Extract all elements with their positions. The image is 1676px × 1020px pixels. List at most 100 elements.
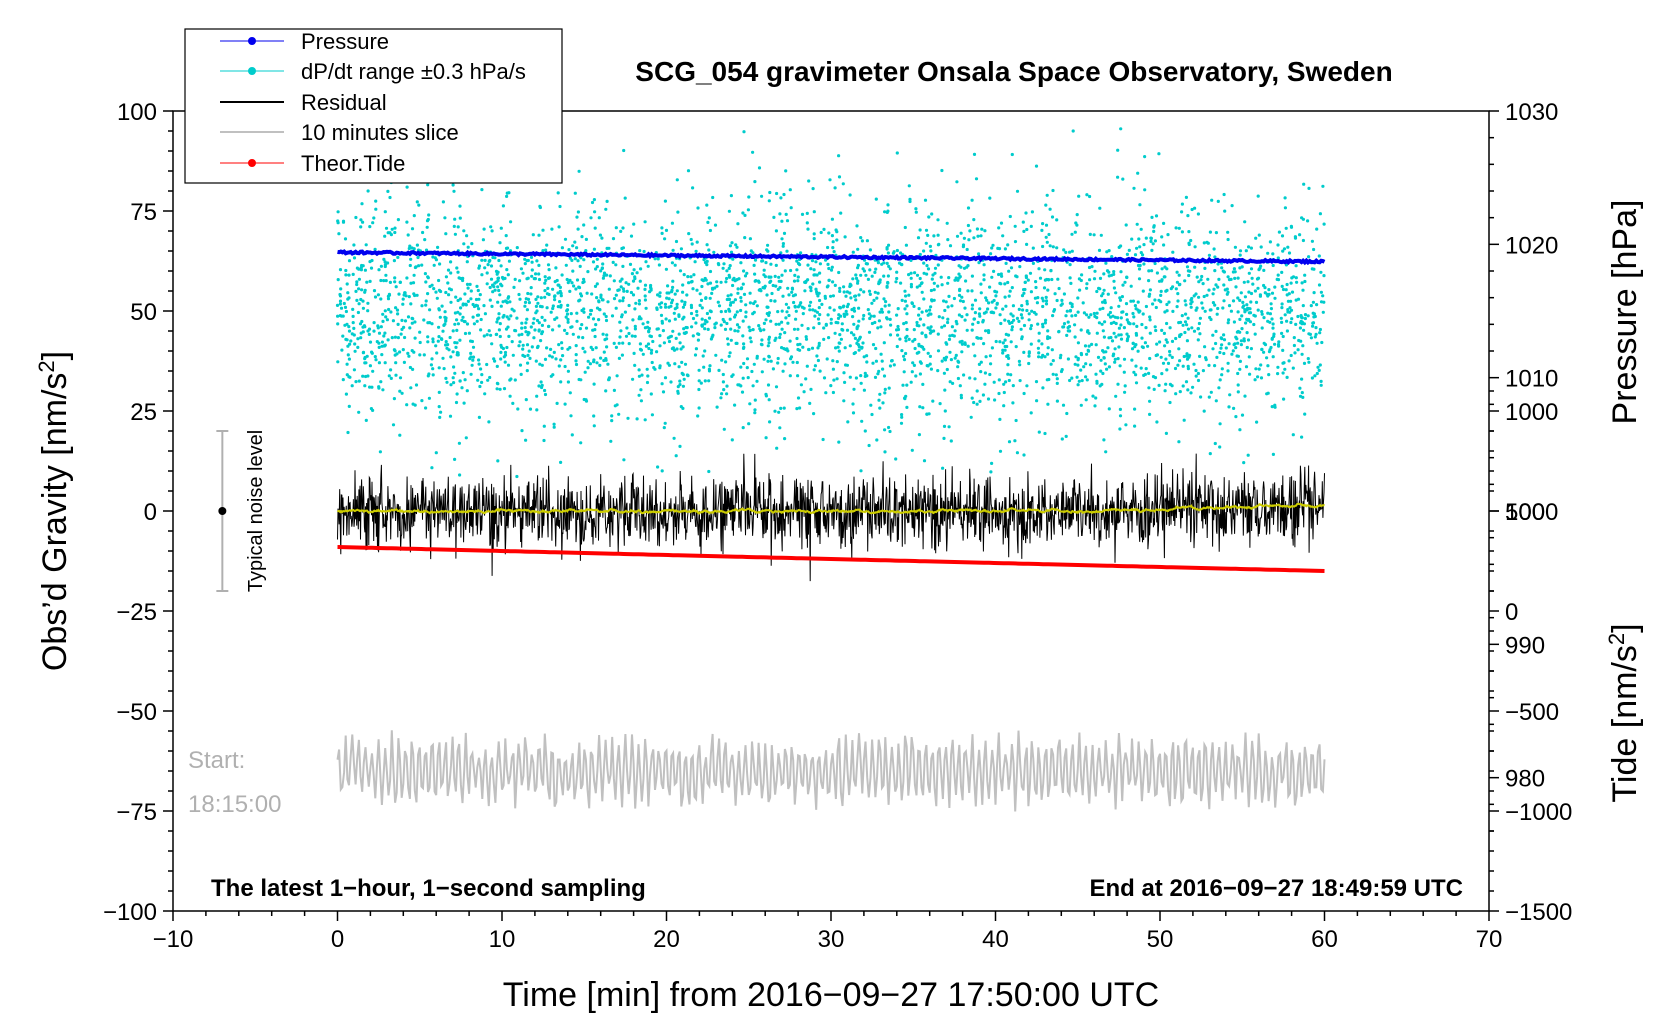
dpdt-point (1146, 344, 1150, 348)
dpdt-point (748, 237, 753, 241)
dpdt-point (1073, 335, 1077, 339)
dpdt-point (1006, 333, 1011, 337)
dpdt-point (998, 449, 1003, 453)
dpdt-point (1055, 399, 1059, 403)
dpdt-point (604, 314, 608, 319)
dpdt-point (926, 267, 931, 271)
dpdt-point (1043, 278, 1047, 282)
x-tick-label: 40 (982, 926, 1009, 953)
dpdt-point (1174, 392, 1178, 396)
dpdt-point (539, 380, 543, 384)
dpdt-point (1134, 307, 1138, 311)
dpdt-point (643, 294, 647, 298)
dpdt-point (915, 285, 919, 289)
dpdt-point (828, 178, 832, 182)
dpdt-point (1147, 279, 1151, 283)
dpdt-point (806, 327, 810, 331)
dpdt-point (1073, 323, 1077, 327)
dpdt-point (722, 320, 726, 324)
x-axis-ticks: −10 0 10 20 30 40 50 60 70 (153, 911, 1502, 953)
dpdt-point (1095, 311, 1099, 315)
dpdt-point (771, 367, 776, 371)
dpdt-point (1185, 323, 1189, 327)
dpdt-point (839, 337, 844, 341)
start-time: 18:15:00 (188, 791, 281, 818)
dpdt-point (1320, 340, 1324, 345)
dpdt-point (1212, 247, 1216, 251)
dpdt-point (514, 329, 518, 333)
dpdt-point (904, 351, 908, 356)
dpdt-point (806, 227, 810, 231)
dpdt-point (578, 298, 582, 302)
dpdt-point (786, 286, 790, 290)
dpdt-point (859, 273, 863, 277)
dpdt-point (861, 341, 865, 345)
dpdt-point (808, 308, 812, 312)
dpdt-point (777, 279, 781, 283)
dpdt-point (393, 226, 397, 230)
dpdt-point (1310, 239, 1314, 243)
dpdt-point (909, 282, 914, 287)
dpdt-point (1024, 274, 1028, 278)
dpdt-point (1253, 378, 1257, 382)
dpdt-point (964, 279, 968, 283)
dpdt-point (1009, 312, 1013, 316)
dpdt-point (928, 354, 933, 358)
dpdt-point (918, 360, 923, 364)
dpdt-point (615, 403, 619, 407)
dpdt-point (1093, 404, 1097, 408)
dpdt-point (655, 350, 659, 354)
dpdt-point (1075, 375, 1079, 379)
dpdt-point (368, 385, 372, 389)
dpdt-point (804, 377, 808, 381)
dpdt-point (922, 261, 926, 265)
dpdt-point (632, 268, 636, 272)
dpdt-point (592, 358, 596, 362)
dpdt-point (921, 406, 925, 410)
dpdt-point (1242, 337, 1246, 341)
dpdt-point (1045, 193, 1049, 197)
dpdt-point (1169, 287, 1173, 291)
dpdt-point (927, 412, 931, 416)
dpdt-point (748, 291, 752, 295)
dpdt-point (819, 230, 823, 235)
dpdt-point (1153, 239, 1157, 243)
dpdt-point (408, 244, 412, 248)
dpdt-point (1118, 364, 1122, 368)
dpdt-point (855, 224, 859, 228)
dpdt-point (372, 329, 376, 333)
dpdt-point (743, 213, 747, 217)
dpdt-point (1007, 356, 1011, 360)
dpdt-point (494, 269, 499, 273)
dpdt-point (502, 313, 506, 318)
dpdt-point (538, 362, 542, 366)
dpdt-point (1306, 314, 1310, 318)
dpdt-point (791, 294, 796, 298)
dpdt-point (1200, 274, 1204, 279)
slice-line (336, 730, 1326, 812)
dpdt-point (837, 440, 841, 444)
dpdt-point (1101, 349, 1105, 353)
dpdt-point (831, 367, 836, 371)
dpdt-point (1276, 278, 1281, 282)
dpdt-point (812, 368, 816, 372)
dpdt-point (600, 266, 605, 270)
dpdt-point (1190, 326, 1194, 330)
dpdt-point (678, 383, 682, 387)
dpdt-point (1319, 290, 1323, 294)
dpdt-point (531, 321, 535, 325)
dpdt-point (1085, 352, 1089, 356)
dpdt-point (380, 353, 384, 357)
dpdt-point (1124, 302, 1129, 306)
dpdt-point (361, 374, 365, 378)
dpdt-point (951, 381, 955, 385)
dpdt-point (1130, 358, 1134, 362)
dpdt-point (670, 261, 675, 265)
dpdt-point (499, 304, 503, 308)
dpdt-point (454, 345, 458, 349)
dpdt-point (373, 295, 378, 299)
dpdt-point (520, 321, 524, 325)
dpdt-point (1100, 382, 1104, 386)
dpdt-point (1004, 380, 1008, 384)
